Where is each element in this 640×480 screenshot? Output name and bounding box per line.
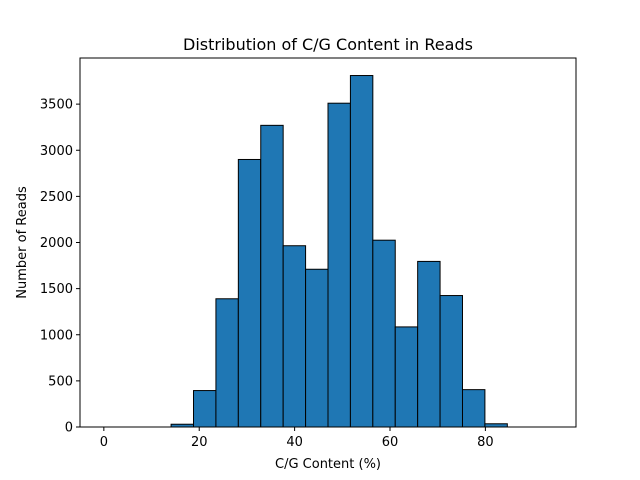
y-tick-label: 3500 [40, 98, 73, 113]
x-axis-ticks: 0 20 40 60 80 [100, 427, 494, 450]
histogram-bar-6 [237, 158, 262, 428]
histogram-bar-16 [461, 389, 486, 428]
x-tick-label: 80 [477, 435, 494, 450]
y-tick-label: 500 [48, 374, 73, 389]
y-tick-label: 0 [65, 421, 73, 436]
histogram-bar-5 [215, 298, 239, 428]
histogram-bar-11 [349, 75, 374, 428]
x-tick-label: 0 [100, 435, 108, 450]
histogram-bar-4 [193, 390, 217, 428]
x-tick-label: 20 [191, 435, 208, 450]
y-axis-ticks: 0 500 1000 1500 2000 2500 3000 3500 [40, 98, 80, 436]
y-tick-label: 1000 [40, 328, 73, 343]
x-tick-label: 40 [286, 435, 303, 450]
histogram-bar-14 [417, 260, 441, 428]
y-tick-label: 1500 [40, 282, 73, 297]
histogram-bar-8 [282, 245, 307, 428]
y-tick-label: 3000 [40, 144, 73, 159]
histogram-bar-12 [372, 239, 396, 428]
histogram-bar-13 [394, 326, 419, 428]
y-axis-label: Number of Reads [15, 186, 30, 299]
histogram-bar-7 [260, 124, 284, 428]
x-tick-label: 60 [382, 435, 399, 450]
y-tick-label: 2000 [40, 236, 73, 251]
histogram-bar-10 [327, 102, 351, 428]
chart-title: Distribution of C/G Content in Reads [183, 35, 473, 54]
x-axis-label: C/G Content (%) [275, 457, 381, 472]
bars-group [170, 75, 508, 428]
y-tick-label: 2500 [40, 190, 73, 205]
histogram-bar-9 [305, 268, 329, 428]
histogram-bar-15 [439, 295, 463, 428]
